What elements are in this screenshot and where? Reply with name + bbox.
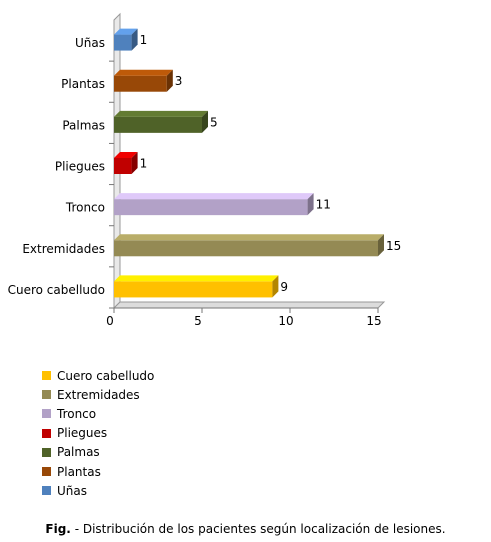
category-label: Pliegues xyxy=(55,160,105,174)
bar-front xyxy=(114,116,202,133)
legend-item: Uñas xyxy=(42,481,154,500)
x-tick-label: 10 xyxy=(278,314,293,328)
data-label: 1 xyxy=(140,157,148,171)
chart-legend: Cuero cabelludo Extremidades Tronco Pliegue… xyxy=(42,366,154,500)
legend-label: Cuero cabelludo xyxy=(57,368,155,383)
legend-swatch xyxy=(42,486,51,496)
legend-swatch xyxy=(42,447,51,457)
figure-caption: Fig. - Distribución de los pacientes seg… xyxy=(0,522,491,536)
bar-top xyxy=(114,69,173,76)
bar-side xyxy=(378,234,384,257)
bar-side xyxy=(131,152,138,174)
legend-label: Plantas xyxy=(57,464,101,479)
legend-swatch xyxy=(42,467,51,477)
x-tick-label: 5 xyxy=(194,314,202,328)
bar-front xyxy=(114,281,273,298)
bar-top xyxy=(114,193,314,200)
data-label: 5 xyxy=(210,115,218,129)
legend-item: Pliegues xyxy=(42,424,154,443)
x-tick-label: 0 xyxy=(106,314,114,328)
caption-text: - Distribución de los pacientes según lo… xyxy=(70,522,446,536)
legend-swatch xyxy=(42,371,51,381)
x-tick-label: 15 xyxy=(366,314,381,328)
bar-front xyxy=(114,34,132,51)
legend-item: Extremidades xyxy=(42,385,154,404)
legend-swatch xyxy=(42,390,51,400)
category-label: Palmas xyxy=(62,118,105,132)
legend-label: Pliegues xyxy=(57,426,108,441)
legend-label: Palmas xyxy=(57,445,100,460)
legend-item: Plantas xyxy=(42,462,154,481)
floor xyxy=(112,301,386,309)
data-label: 15 xyxy=(386,239,401,253)
bar-front xyxy=(114,240,378,257)
bar-side xyxy=(307,193,314,216)
bar-top xyxy=(114,152,138,158)
bar-side xyxy=(166,69,173,92)
category-label: Tronco xyxy=(65,201,105,215)
bar-side xyxy=(131,28,138,51)
bar-side xyxy=(272,275,279,298)
bar-top xyxy=(114,275,279,282)
legend-label: Extremidades xyxy=(57,387,140,402)
bar-front xyxy=(114,158,132,174)
bar-top xyxy=(114,28,138,35)
legend-label: Tronco xyxy=(57,406,97,421)
legend-label: Uñas xyxy=(57,483,87,498)
data-label: 9 xyxy=(280,280,288,294)
category-label: Uñas xyxy=(75,36,105,50)
legend-swatch xyxy=(42,409,51,419)
category-label: Extremidades xyxy=(22,242,105,256)
data-label: 3 xyxy=(175,74,183,88)
legend-item: Palmas xyxy=(42,443,154,462)
legend-swatch xyxy=(42,428,51,438)
bar-top xyxy=(114,110,208,117)
data-label: 1 xyxy=(140,33,148,47)
data-label: 11 xyxy=(316,198,331,212)
bar-front xyxy=(114,199,308,216)
category-label: Cuero cabelludo xyxy=(8,283,105,297)
bar-side xyxy=(202,110,208,133)
bar-front xyxy=(114,75,167,92)
legend-item: Cuero cabelludo xyxy=(42,366,154,385)
caption-label: Fig. xyxy=(45,522,71,536)
bar-top xyxy=(114,234,384,241)
category-label: Plantas xyxy=(61,77,105,91)
legend-item: Tronco xyxy=(42,404,154,423)
